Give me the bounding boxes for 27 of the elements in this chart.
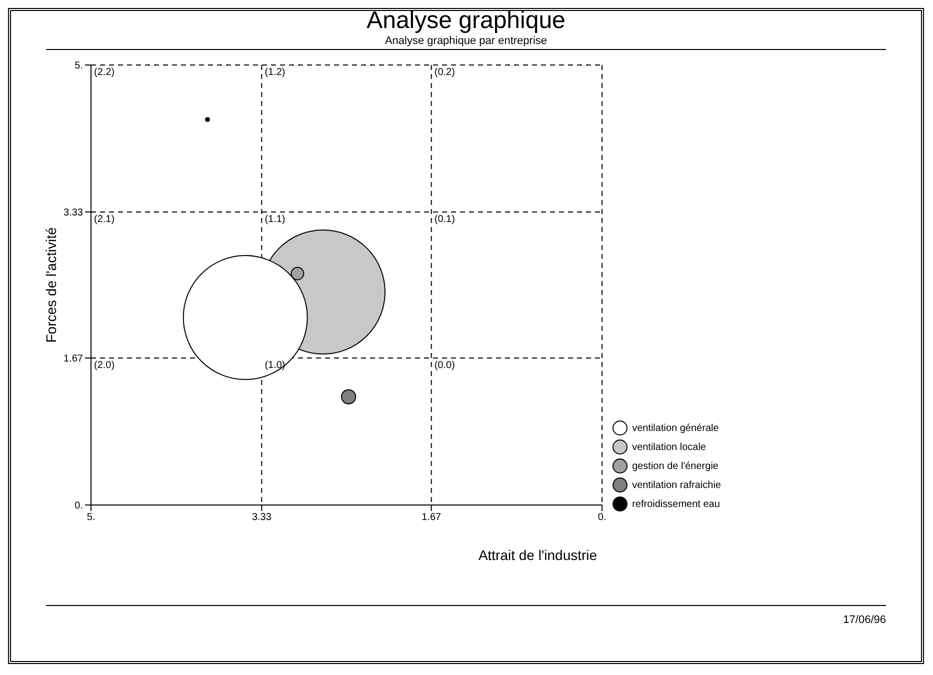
annotation: (2.0): [94, 360, 115, 372]
annotation: (2.1): [94, 214, 115, 225]
x-tick-label: 5.: [86, 512, 96, 524]
legend-label: gestion de l'énergie: [632, 460, 718, 472]
text: 17/06/96: [843, 614, 886, 626]
x-tick-label: 0.: [598, 512, 606, 524]
chart-title: Analyse graphique: [366, 7, 566, 35]
annotation: (2.2): [94, 67, 115, 78]
y-tick-label: 3.33: [64, 208, 84, 219]
y-tick-label: 5.: [74, 60, 83, 72]
annotation: (0.1): [434, 214, 455, 225]
x-axis-title: Attrait de l'industrie: [478, 547, 598, 563]
annotation: (1.2): [264, 67, 286, 78]
legend-label: ventilation rafraichie: [632, 480, 721, 490]
legend-label: ventilation générale: [632, 422, 719, 434]
annotation: (1.1): [264, 214, 286, 225]
annotation: (0.0): [434, 360, 455, 372]
chart-subtitle: Analyse graphique par entreprise: [46, 35, 886, 50]
y-tick-label: 1.67: [64, 354, 84, 365]
annotation: (0.2): [434, 67, 455, 78]
x-tick-label: 3.33: [252, 512, 272, 524]
x-tick-label: 1.67: [422, 512, 442, 524]
y-axis-title: Forces de l'activité: [42, 227, 59, 343]
annotation: (1.0): [264, 360, 286, 372]
legend-label: refroidissement eau: [632, 498, 720, 510]
legend-label: ventilation locale: [632, 442, 706, 452]
y-tick-label: 0.: [74, 500, 83, 512]
